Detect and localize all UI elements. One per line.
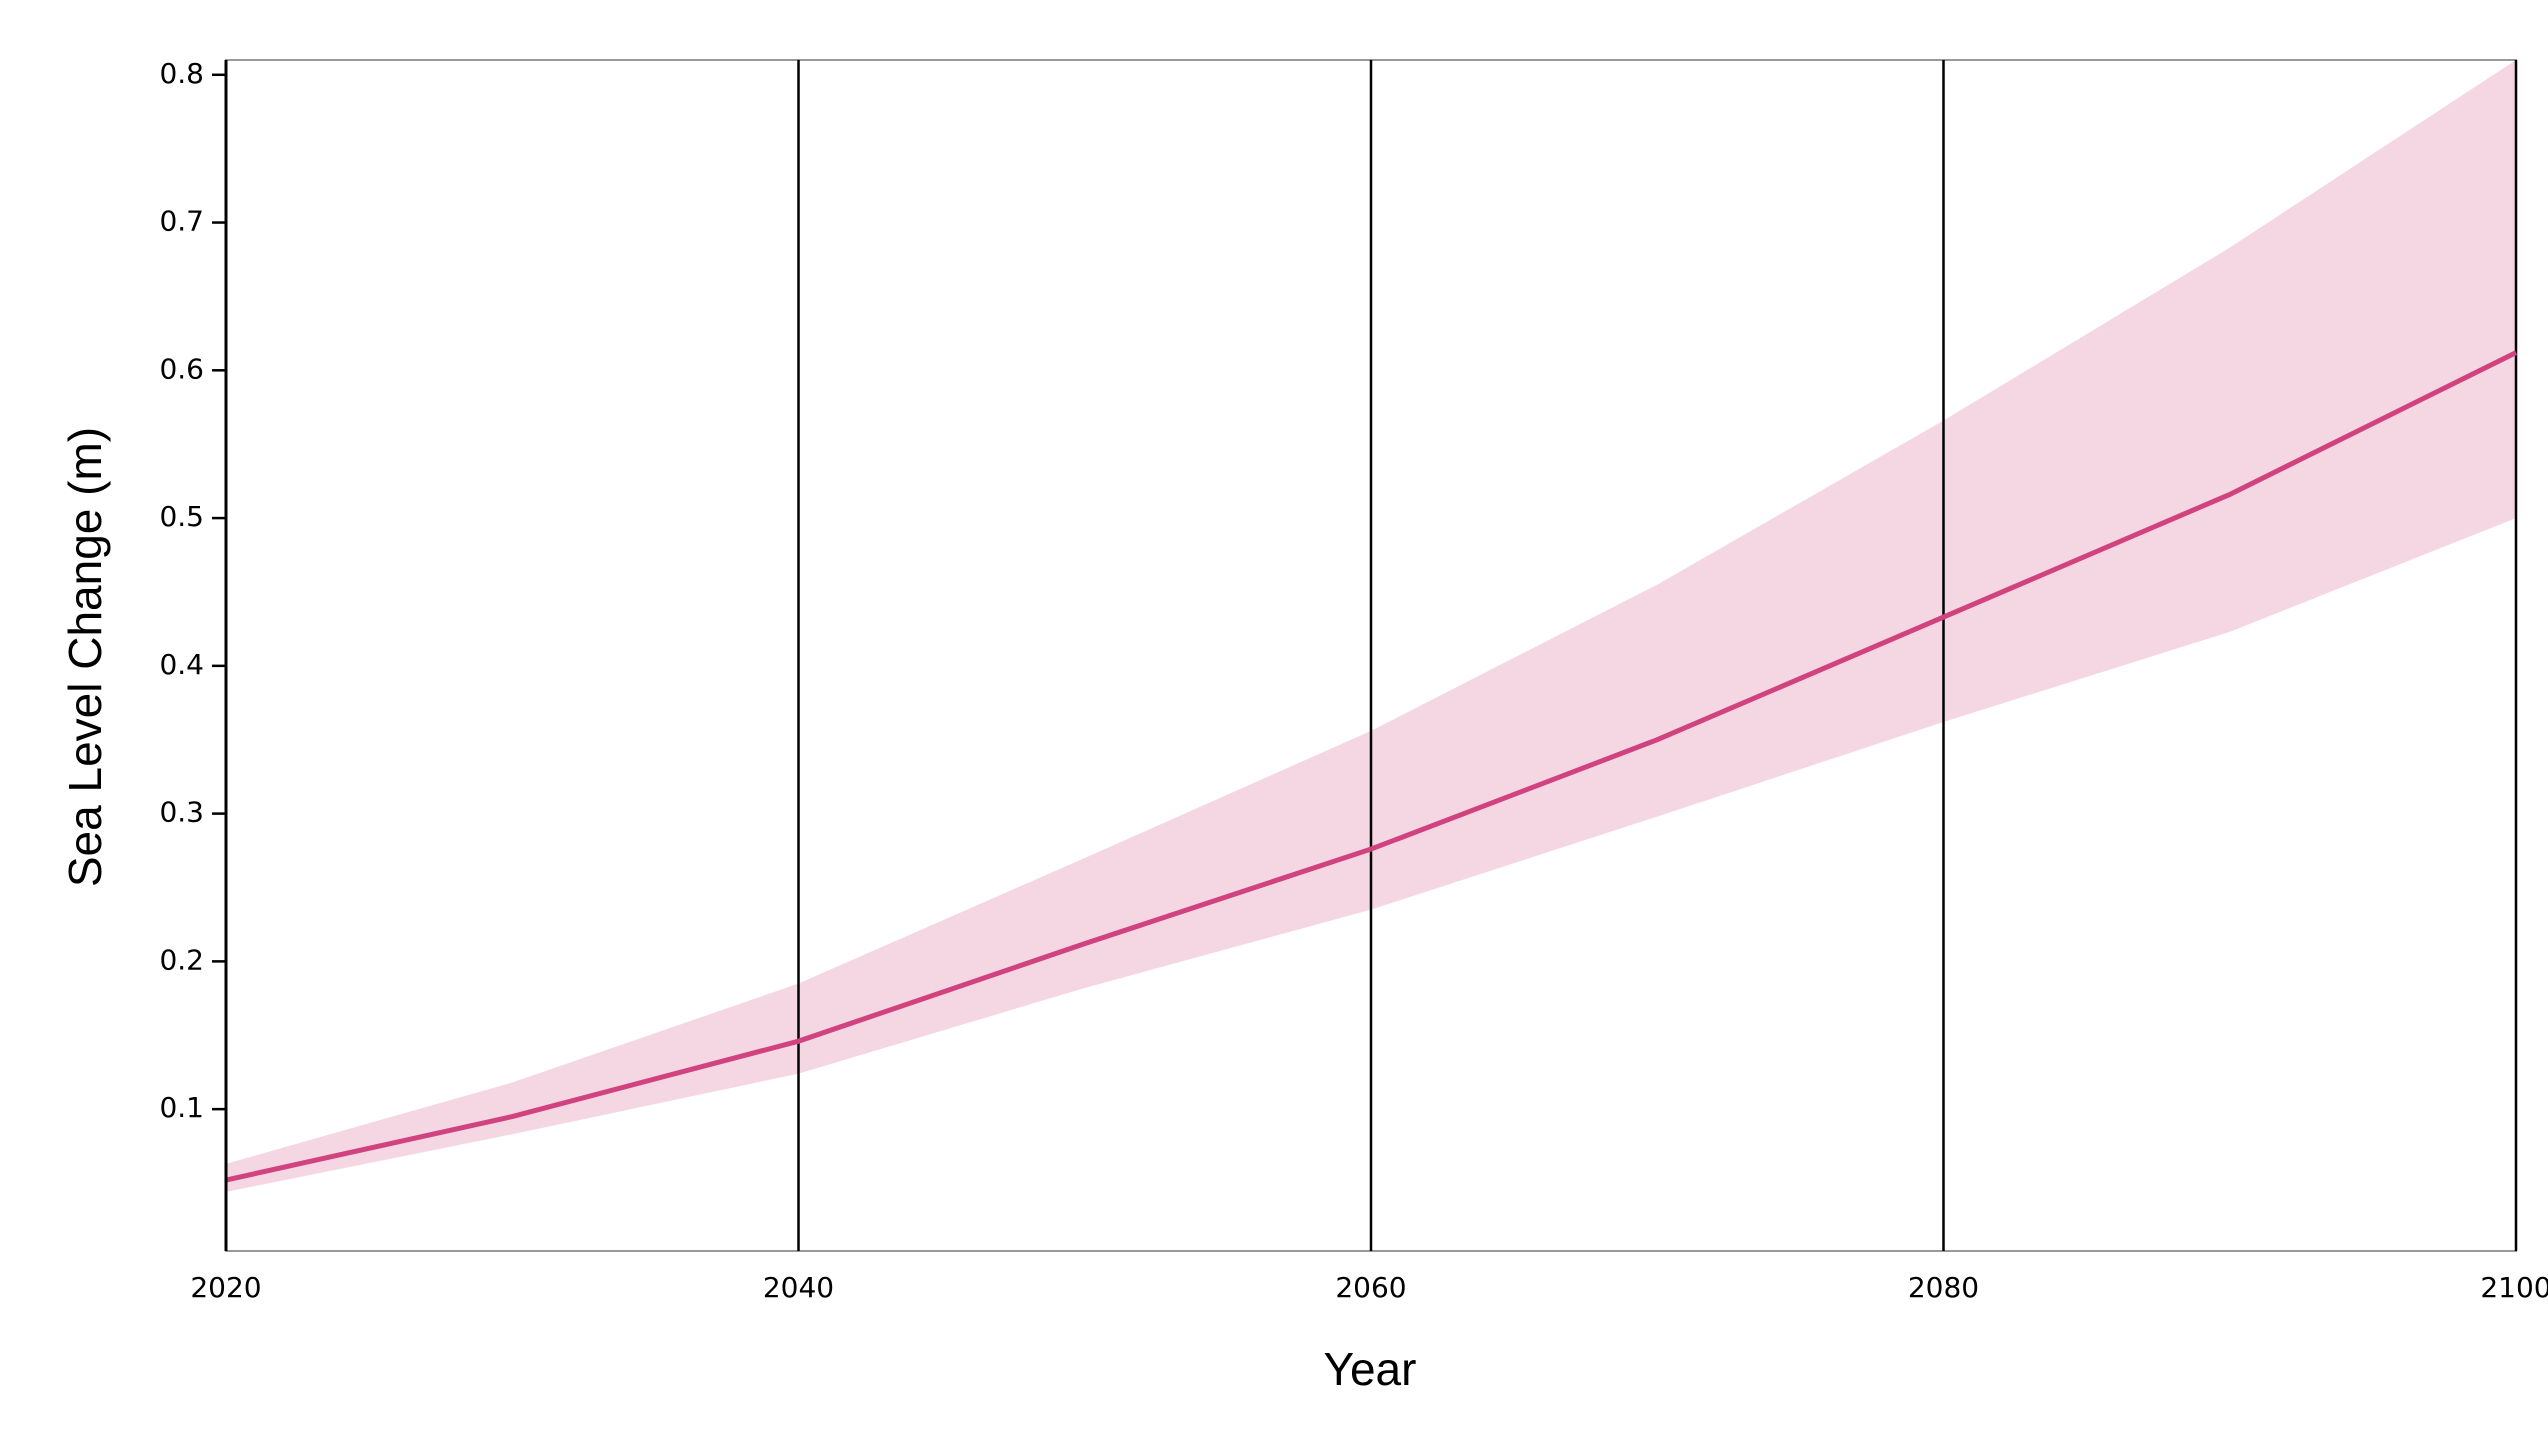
confidence-band bbox=[226, 60, 2516, 1192]
y-tick-label: 0.5 bbox=[159, 500, 204, 533]
y-tick-label: 0.7 bbox=[159, 205, 204, 238]
y-tick-label: 0.6 bbox=[159, 352, 204, 385]
y-tick-label: 0.2 bbox=[159, 943, 204, 976]
line bbox=[225, 350, 2518, 1183]
y-tick-label: 0.8 bbox=[159, 57, 204, 90]
y-tick-label: 0.1 bbox=[159, 1091, 204, 1124]
x-tick-label: 2080 bbox=[1908, 1271, 1979, 1304]
x-axis-title: Year bbox=[1324, 1343, 1417, 1395]
x-tick-label: 2020 bbox=[190, 1271, 261, 1304]
x-tick-label: 2040 bbox=[763, 1271, 834, 1304]
x-tick-label: 2060 bbox=[1335, 1271, 1406, 1304]
y-tick-label: 0.4 bbox=[159, 648, 204, 681]
y-tick-label: 0.3 bbox=[159, 796, 204, 829]
y-axis-title: Sea Level Change (m) bbox=[59, 427, 111, 887]
x-tick-label: 2100 bbox=[2480, 1271, 2548, 1304]
